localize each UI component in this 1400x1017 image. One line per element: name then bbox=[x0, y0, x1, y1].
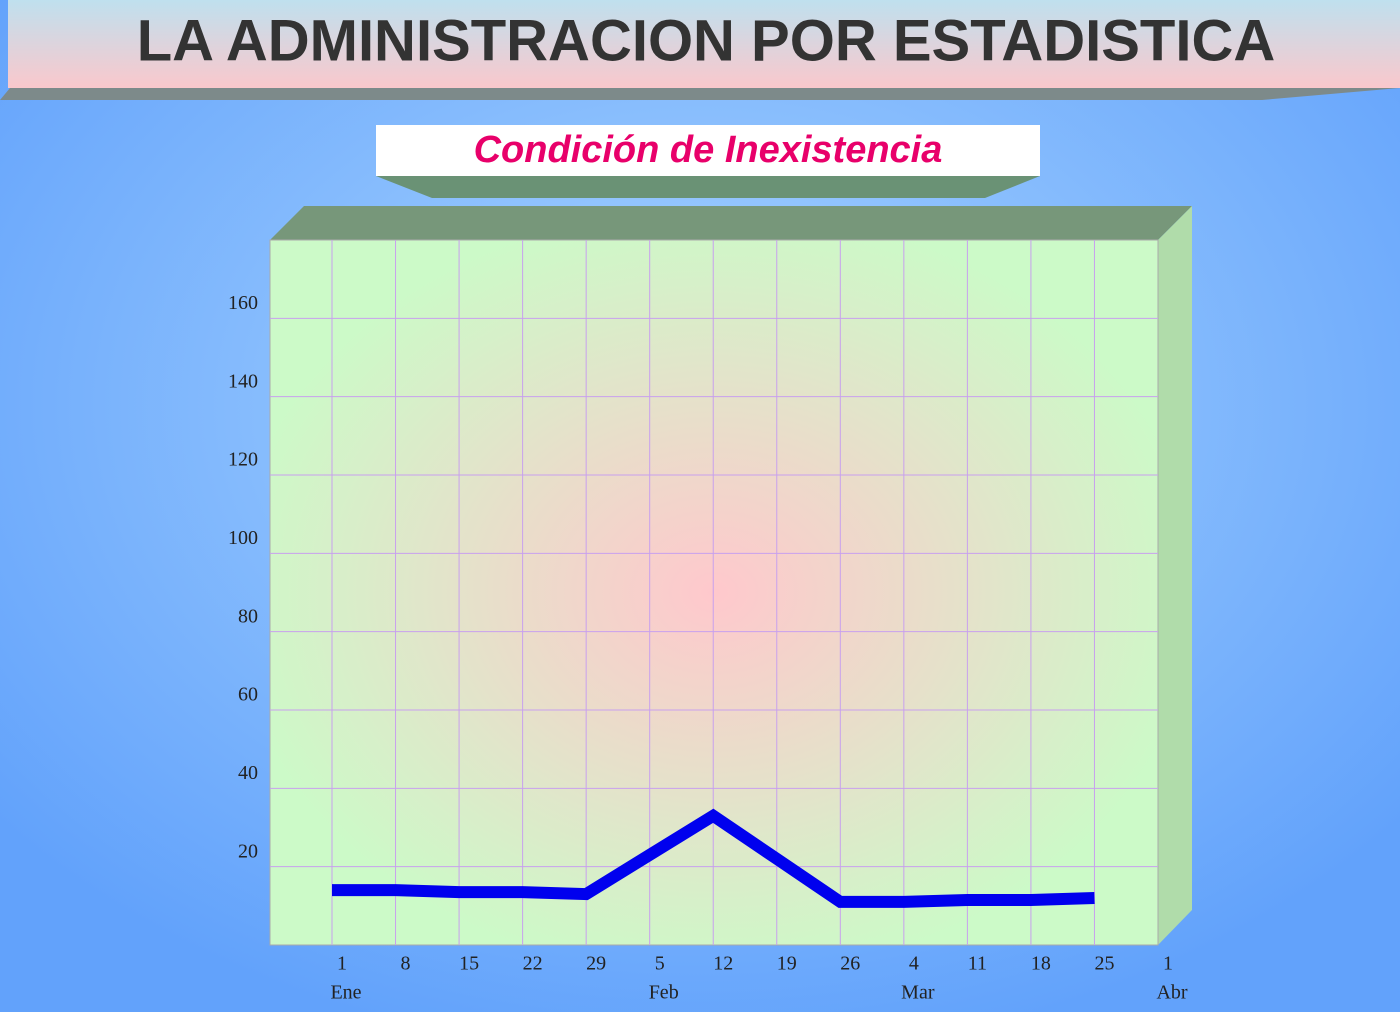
x-tick-label: 11 bbox=[968, 953, 987, 975]
y-tick-label: 40 bbox=[238, 762, 258, 784]
month-label: Ene bbox=[330, 982, 361, 1004]
data-line bbox=[332, 808, 1095, 908]
x-tick-label: 25 bbox=[1094, 953, 1114, 975]
title: LA ADMINISTRACION POR ESTADISTICA bbox=[137, 8, 1276, 73]
x-tick-label: 8 bbox=[401, 953, 411, 975]
x-tick-label: 18 bbox=[1031, 953, 1051, 975]
y-tick-label: 140 bbox=[228, 370, 258, 392]
month-label: Feb bbox=[649, 982, 679, 1004]
plot-side bbox=[1158, 206, 1192, 945]
month-label: Mar bbox=[901, 982, 935, 1004]
x-tick-label: 1 bbox=[337, 953, 347, 975]
y-tick-label: 60 bbox=[238, 684, 258, 706]
y-tick-label: 80 bbox=[238, 605, 258, 627]
month-label: Abr bbox=[1156, 982, 1187, 1004]
y-tick-label: 20 bbox=[238, 840, 258, 862]
x-tick-label: 5 bbox=[655, 953, 665, 975]
y-tick-label: 160 bbox=[228, 292, 258, 314]
subtitle-box bbox=[376, 125, 1040, 176]
x-tick-label: 12 bbox=[713, 953, 733, 975]
chart: 20 40 60 80 100 120 140 160 1 Ene 8 15 22 29 5 Feb 12 19 2… bbox=[228, 240, 1188, 1004]
plot-top bbox=[270, 206, 1192, 240]
x-tick-label: 15 bbox=[459, 953, 479, 975]
x-tick-label: 29 bbox=[586, 953, 606, 975]
x-tick-label: 22 bbox=[523, 953, 543, 975]
plot-area bbox=[269, 239, 1159, 946]
y-tick-label: 120 bbox=[228, 449, 258, 471]
x-tick-label: 4 bbox=[909, 953, 919, 975]
x-tick-label: 19 bbox=[777, 953, 797, 975]
x-tick-label: 26 bbox=[840, 953, 860, 975]
x-tick-label: 1 bbox=[1163, 953, 1173, 975]
subtitle-shadow bbox=[376, 176, 1040, 198]
banner-shadow bbox=[0, 88, 1400, 100]
banner bbox=[8, 0, 1400, 88]
y-tick-label: 100 bbox=[228, 527, 258, 549]
subtitle: Condición de Inexistencia bbox=[474, 129, 943, 171]
